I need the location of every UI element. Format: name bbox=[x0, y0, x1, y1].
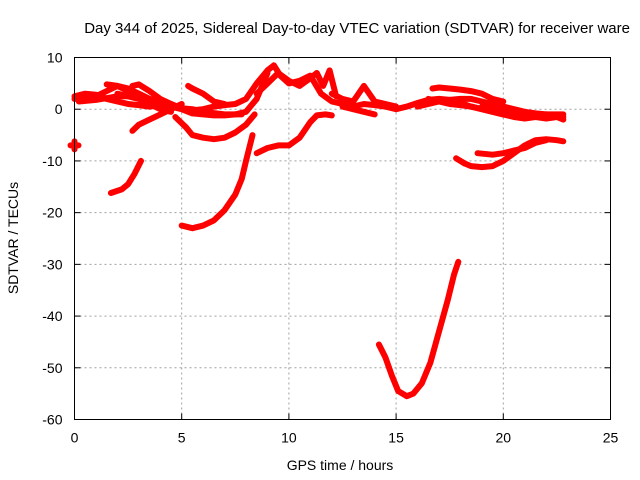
axis-ticks: 0 5 10 15 20 25 -60 -50 -40 -30 -20 -10 0 10 bbox=[42, 50, 618, 446]
series-line-track-4 bbox=[103, 81, 174, 113]
series-line-track-6 bbox=[129, 81, 185, 113]
x-tick-label: 0 bbox=[71, 430, 79, 446]
series-line-track-14 bbox=[253, 67, 340, 100]
series-line-track-9 bbox=[129, 101, 185, 134]
series-line-track-21 bbox=[478, 103, 567, 120]
plot-frame bbox=[74, 57, 611, 420]
y-tick-label: -10 bbox=[42, 153, 62, 169]
x-tick-label: 15 bbox=[388, 430, 404, 446]
series-line-track-20 bbox=[429, 84, 507, 105]
series-line-track-23 bbox=[474, 137, 550, 158]
series-line-track-10 bbox=[172, 111, 258, 143]
y-tick-label: 10 bbox=[47, 50, 63, 66]
y-tick-label: -60 bbox=[42, 412, 62, 428]
y-tick-label: -20 bbox=[42, 205, 62, 221]
series-line-track-5 bbox=[114, 90, 174, 115]
series-line-track-13 bbox=[253, 111, 335, 157]
y-tick-label: -40 bbox=[42, 308, 62, 324]
x-tick-label: 10 bbox=[281, 430, 297, 446]
series-line-track-8 bbox=[107, 157, 144, 196]
series-line-track-15 bbox=[328, 82, 400, 110]
y-tick-label: -50 bbox=[42, 360, 62, 376]
chart-title: Day 344 of 2025, Sidereal Day-to-day VTE… bbox=[84, 20, 630, 37]
y-axis-label: SDTVAR / TECUs bbox=[5, 182, 21, 294]
y-tick-label: -30 bbox=[42, 256, 62, 272]
x-tick-label: 25 bbox=[603, 430, 619, 446]
x-axis-label: GPS time / hours bbox=[287, 457, 394, 473]
series-line-track-16 bbox=[339, 103, 378, 118]
series-line-track-12 bbox=[178, 132, 256, 232]
x-tick-label: 5 bbox=[178, 430, 186, 446]
series-line-track-11 bbox=[185, 82, 228, 107]
series-line-track-17 bbox=[375, 258, 462, 400]
x-tick-label: 20 bbox=[496, 430, 512, 446]
data-series bbox=[67, 62, 567, 400]
y-tick-label: 0 bbox=[55, 101, 63, 117]
